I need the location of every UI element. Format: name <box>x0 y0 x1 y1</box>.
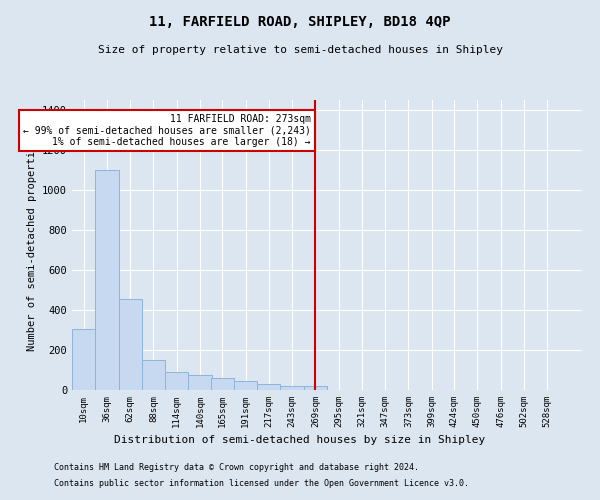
Bar <box>280 386 304 390</box>
Text: Contains public sector information licensed under the Open Government Licence v3: Contains public sector information licen… <box>54 478 469 488</box>
Bar <box>188 375 212 390</box>
Bar <box>234 381 257 390</box>
Text: 11 FARFIELD ROAD: 273sqm
← 99% of semi-detached houses are smaller (2,243)
1% of: 11 FARFIELD ROAD: 273sqm ← 99% of semi-d… <box>23 114 311 147</box>
Bar <box>257 384 280 390</box>
Bar <box>95 170 119 390</box>
Y-axis label: Number of semi-detached properties: Number of semi-detached properties <box>26 138 37 352</box>
Text: Size of property relative to semi-detached houses in Shipley: Size of property relative to semi-detach… <box>97 45 503 55</box>
Bar <box>119 299 142 390</box>
Bar <box>142 360 165 390</box>
Bar <box>304 386 327 390</box>
Text: Contains HM Land Registry data © Crown copyright and database right 2024.: Contains HM Land Registry data © Crown c… <box>54 464 419 472</box>
Bar <box>72 329 95 390</box>
Bar <box>211 378 234 390</box>
Bar <box>165 372 188 390</box>
Text: 11, FARFIELD ROAD, SHIPLEY, BD18 4QP: 11, FARFIELD ROAD, SHIPLEY, BD18 4QP <box>149 15 451 29</box>
Text: Distribution of semi-detached houses by size in Shipley: Distribution of semi-detached houses by … <box>115 435 485 445</box>
